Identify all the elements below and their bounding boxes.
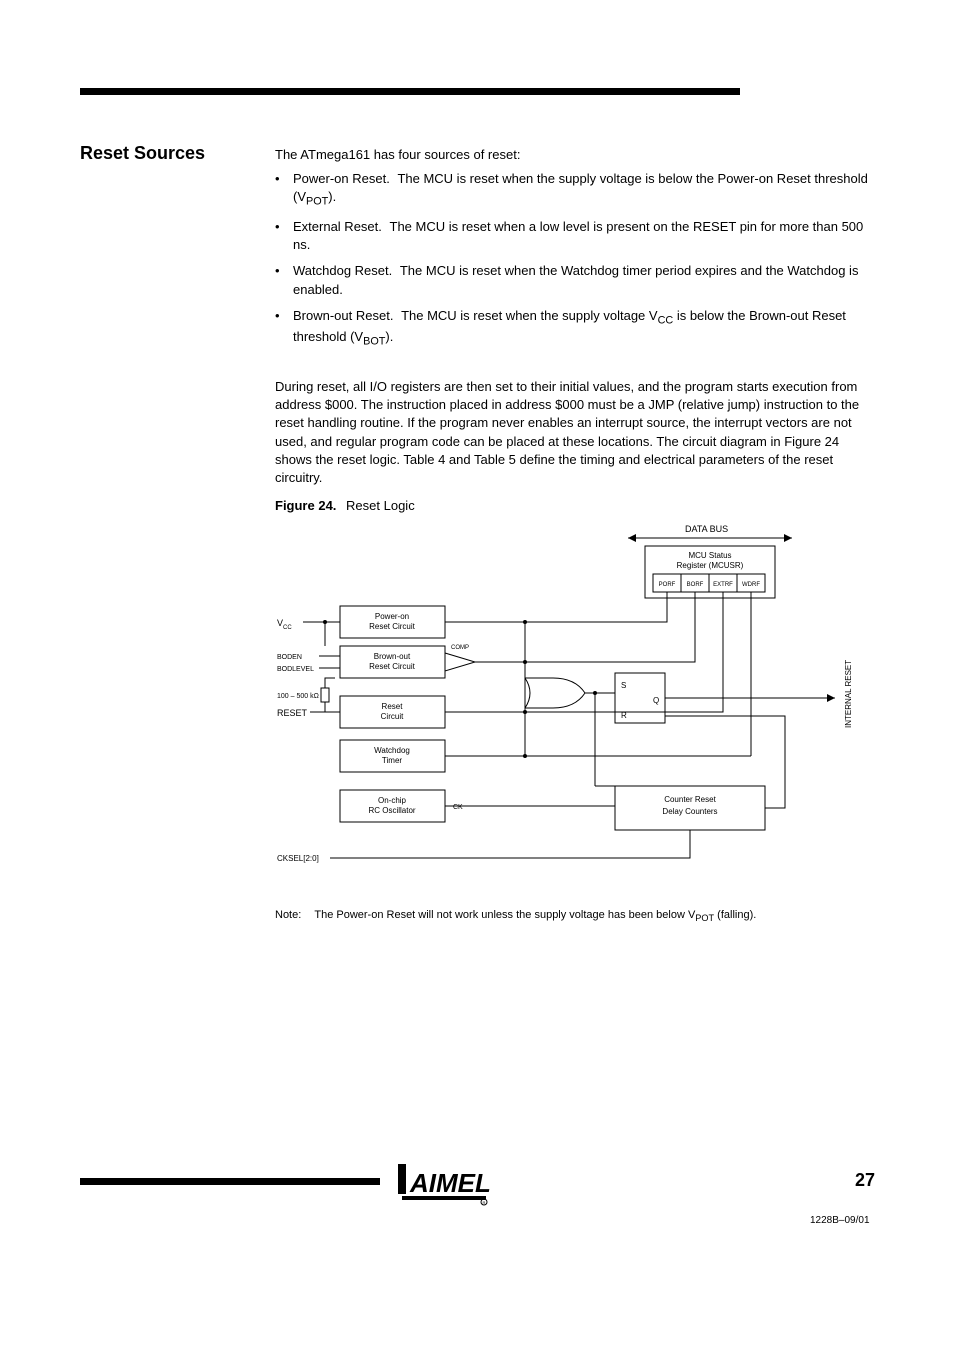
svg-text:CK: CK <box>453 804 463 811</box>
svg-text:Power-on: Power-on <box>375 612 409 621</box>
svg-text:WDRF: WDRF <box>742 582 760 588</box>
svg-text:Delay Counters: Delay Counters <box>662 807 717 816</box>
bullet-item: • External Reset. The MCU is reset when … <box>275 218 875 254</box>
section-heading: Reset Sources <box>80 143 205 164</box>
svg-text:On-chip: On-chip <box>378 796 407 805</box>
svg-text:MCU Status: MCU Status <box>688 551 731 560</box>
internal-reset-label: INTERNAL RESET <box>844 660 853 728</box>
vcc-label: VCC <box>277 618 292 631</box>
bullet-text: External Reset. The MCU is reset when a … <box>293 218 875 254</box>
atmel-logo: AIMEL R <box>398 1158 490 1206</box>
svg-text:PORF: PORF <box>659 582 676 588</box>
pullup-resistor <box>321 688 329 702</box>
bullet-item: • Brown-out Reset. The MCU is reset when… <box>275 307 875 351</box>
bullet-text: Power-on Reset. The MCU is reset when th… <box>293 170 875 210</box>
svg-text:AIMEL: AIMEL <box>409 1168 490 1198</box>
bullet-item: • Power-on Reset. The MCU is reset when … <box>275 170 875 210</box>
reset-logic-svg: DATA BUS MCU Status Register (MCUSR) POR… <box>275 518 875 898</box>
comparator-icon <box>445 653 475 671</box>
bullet-list: • Power-on Reset. The MCU is reset when … <box>275 170 875 358</box>
bullet-icon: • <box>275 170 293 188</box>
svg-text:BODLEVEL: BODLEVEL <box>277 666 314 673</box>
svg-text:BORF: BORF <box>687 582 704 588</box>
figure-caption: Figure 24. Reset Logic <box>275 498 415 513</box>
svg-text:Reset: Reset <box>382 702 404 711</box>
svg-text:EXTRF: EXTRF <box>713 582 733 588</box>
bullet-icon: • <box>275 218 293 236</box>
top-rule <box>80 88 740 95</box>
page-root: Reset Sources The ATmega161 has four sou… <box>0 0 954 1351</box>
reset-pin-label: RESET <box>277 708 308 718</box>
reset-logic-figure: DATA BUS MCU Status Register (MCUSR) POR… <box>275 518 875 898</box>
svg-text:RC Oscillator: RC Oscillator <box>368 806 415 815</box>
svg-text:Brown-out: Brown-out <box>374 652 411 661</box>
atmel-logo-svg: AIMEL R <box>398 1158 490 1206</box>
svg-text:100 – 500 kΩ: 100 – 500 kΩ <box>277 693 319 700</box>
intro-text: The ATmega161 has four sources of reset: <box>275 146 520 164</box>
svg-text:Counter Reset: Counter Reset <box>664 795 716 804</box>
svg-text:Register (MCUSR): Register (MCUSR) <box>677 561 744 570</box>
bullet-text: Watchdog Reset. The MCU is reset when th… <box>293 262 875 298</box>
svg-text:COMP: COMP <box>451 645 469 651</box>
svg-text:Reset Circuit: Reset Circuit <box>369 622 416 631</box>
svg-text:Reset Circuit: Reset Circuit <box>369 662 416 671</box>
bullet-icon: • <box>275 307 293 325</box>
page-number: 27 <box>855 1170 875 1191</box>
bottom-rule <box>80 1178 380 1185</box>
svg-text:Q: Q <box>653 696 659 705</box>
svg-text:S: S <box>621 681 626 690</box>
svg-text:Watchdog: Watchdog <box>374 746 410 755</box>
svg-text:Circuit: Circuit <box>381 712 404 721</box>
post-bullets-paragraph: During reset, all I/O registers are then… <box>275 378 875 487</box>
bullet-item: • Watchdog Reset. The MCU is reset when … <box>275 262 875 298</box>
or-gate-icon <box>525 678 585 708</box>
svg-text:R: R <box>621 711 627 720</box>
svg-text:R: R <box>483 1200 486 1205</box>
bullet-icon: • <box>275 262 293 280</box>
svg-text:BODEN: BODEN <box>277 654 302 661</box>
svg-text:Timer: Timer <box>382 756 402 765</box>
doc-id: 1228B–09/01 <box>810 1215 870 1226</box>
svg-text:CKSEL[2:0]: CKSEL[2:0] <box>277 854 319 863</box>
bullet-text: Brown-out Reset. The MCU is reset when t… <box>293 307 875 351</box>
figure-note: Note: The Power-on Reset will not work u… <box>275 908 875 925</box>
data-bus-label: DATA BUS <box>685 524 728 534</box>
